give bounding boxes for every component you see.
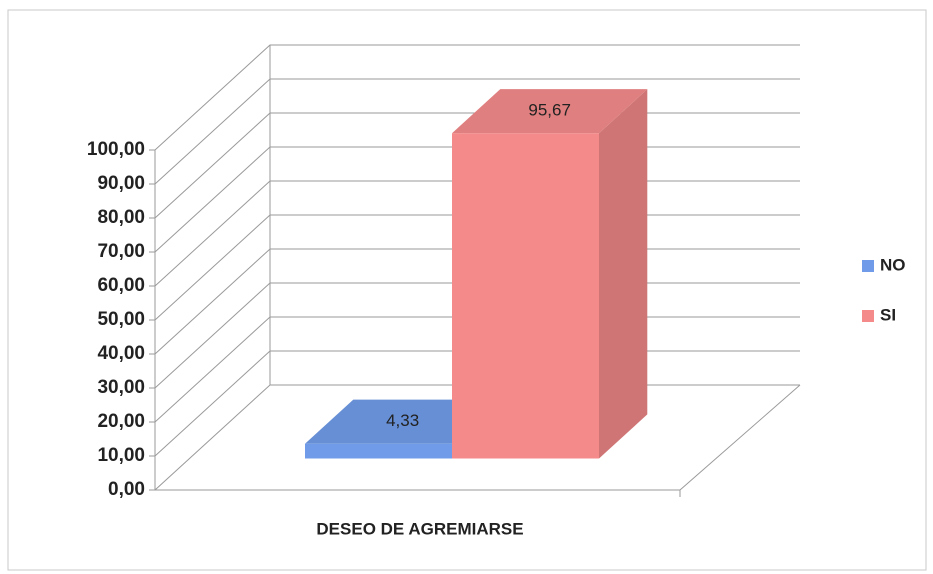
legend-label: SI [880,305,896,324]
x-tick-label: DESEO DE AGREMIARSE [316,519,523,538]
y-tick-label: 60,00 [97,275,145,296]
value-label: 4,33 [386,411,419,430]
y-tick-label: 10,00 [97,445,145,466]
y-tick-label: 0,00 [108,479,145,500]
bar-top [452,89,648,134]
chart-frame [7,9,927,571]
y-tick-label: 100,00 [87,139,145,160]
bar [452,133,599,459]
grid-line [154,44,800,151]
value-label: 95,67 [528,101,571,120]
bar [305,443,452,459]
y-tick-label: 20,00 [97,411,145,432]
y-tick-label: 80,00 [97,207,145,228]
legend-swatch [862,260,874,272]
y-tick-label: 70,00 [97,241,145,262]
y-tick-label: 50,00 [97,309,145,330]
bar-side [599,89,648,459]
y-tick-label: 90,00 [97,173,145,194]
y-tick-label: 40,00 [97,343,145,364]
legend-swatch [862,310,874,322]
legend-label: NO [880,255,906,274]
y-tick-label: 30,00 [97,377,145,398]
bar-top [305,399,501,444]
grid-line [154,78,800,185]
